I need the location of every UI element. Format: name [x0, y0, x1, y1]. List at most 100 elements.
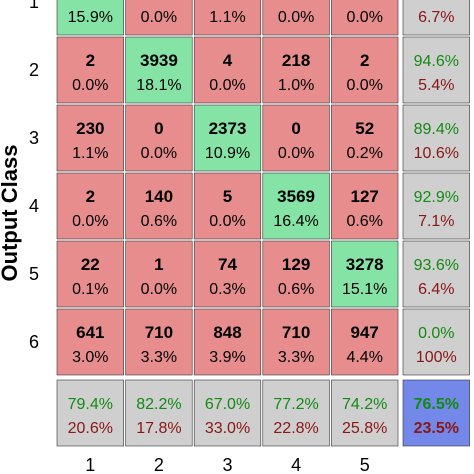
matrix-cell — [193, 308, 262, 376]
matrix-cell — [125, 36, 193, 104]
matrix-cell — [331, 240, 399, 308]
cell-percent-label: 0.0% — [209, 213, 245, 230]
cell-percent-label: 1.1% — [72, 145, 108, 162]
row-tick-label: 6 — [29, 332, 39, 352]
cell-percent-label: 0.2% — [346, 145, 382, 162]
row-tick-label: 2 — [29, 60, 39, 80]
matrix-cell — [262, 36, 330, 104]
row-error-label: 7.1% — [418, 213, 454, 230]
matrix-cell — [56, 36, 124, 104]
matrix-cell — [331, 36, 399, 104]
column-summary-cell — [125, 379, 193, 447]
cell-percent-label: 0.3% — [209, 281, 245, 298]
matrix-cell — [193, 104, 262, 172]
matrix-cell — [56, 172, 124, 240]
cell-percent-label: 16.4% — [273, 213, 318, 230]
cell-percent-label: 15.9% — [68, 9, 113, 26]
matrix-cell — [193, 36, 262, 104]
overall-accuracy-cell — [402, 379, 470, 447]
cell-count-label: 5 — [223, 187, 232, 206]
row-error-label: 100% — [416, 349, 457, 366]
cell-count-label: 2 — [86, 187, 95, 206]
cell-percent-label: 0.6% — [346, 213, 382, 230]
cell-percent-label: 3.3% — [141, 349, 177, 366]
cell-count-label: 4 — [223, 51, 233, 70]
cell-percent-label: 0.6% — [141, 213, 177, 230]
cell-percent-label: 0.6% — [278, 281, 314, 298]
cell-percent-label: 0.0% — [72, 77, 108, 94]
column-tick-label: 4 — [291, 455, 301, 474]
column-error-label: 22.8% — [273, 420, 318, 437]
matrix-cell — [262, 104, 330, 172]
matrix-cell — [125, 104, 193, 172]
row-precision-label: 89.4% — [414, 121, 459, 138]
cell-count-label: 710 — [145, 323, 173, 342]
matrix-cell — [331, 308, 399, 376]
matrix-cell — [262, 172, 330, 240]
row-summary-cell — [402, 0, 470, 36]
matrix-cell — [125, 308, 193, 376]
row-summary-cell — [402, 104, 470, 172]
cell-percent-label: 3.3% — [278, 349, 314, 366]
row-summary-cell — [402, 308, 470, 376]
cell-percent-label: 1.0% — [278, 77, 314, 94]
row-tick-label: 5 — [29, 264, 39, 284]
overall-accuracy-label: 76.5% — [414, 396, 459, 413]
column-tick-label: 1 — [85, 455, 95, 474]
cell-count-label: 848 — [213, 323, 241, 342]
cell-percent-label: 0.0% — [141, 9, 177, 26]
column-error-label: 33.0% — [205, 420, 250, 437]
row-summary-cell — [402, 172, 470, 240]
cell-percent-label: 0.0% — [278, 9, 314, 26]
row-summary-cell — [402, 240, 470, 308]
matrix-cell — [331, 0, 399, 36]
row-precision-label: 0.0% — [418, 325, 454, 342]
row-precision-label: 94.6% — [414, 53, 459, 70]
cell-count-label: 1 — [154, 255, 163, 274]
column-tick-label: 3 — [222, 455, 232, 474]
column-tick-label: 5 — [360, 455, 370, 474]
column-error-label: 25.8% — [342, 420, 387, 437]
matrix-cell — [331, 104, 399, 172]
row-error-label: 6.4% — [418, 281, 454, 298]
cell-count-label: 3569 — [277, 187, 315, 206]
row-precision-label: 92.9% — [414, 189, 459, 206]
cell-percent-label: 10.9% — [205, 145, 250, 162]
cell-percent-label: 0.0% — [141, 281, 177, 298]
cell-count-label: 947 — [351, 323, 379, 342]
cell-count-label: 641 — [76, 323, 104, 342]
matrix-cell — [331, 172, 399, 240]
cell-percent-label: 0.0% — [346, 77, 382, 94]
cell-percent-label: 1.1% — [209, 9, 245, 26]
cell-percent-label: 0.0% — [209, 77, 245, 94]
column-recall-label: 74.2% — [342, 396, 387, 413]
matrix-cell — [56, 240, 124, 308]
matrix-cell — [193, 0, 262, 36]
row-summary-cell — [402, 36, 470, 104]
cell-count-label: 129 — [282, 255, 310, 274]
cell-percent-label: 0.1% — [72, 281, 108, 298]
column-summary-cell — [56, 379, 124, 447]
row-precision-label: 93.6% — [414, 257, 459, 274]
cell-count-label: 2373 — [209, 119, 247, 138]
matrix-cell — [193, 172, 262, 240]
column-recall-label: 77.2% — [273, 396, 318, 413]
cell-count-label: 218 — [282, 51, 310, 70]
column-tick-label: 2 — [154, 455, 164, 474]
row-tick-label: 3 — [29, 128, 39, 148]
matrix-cell — [125, 240, 193, 308]
cell-percent-label: 0.0% — [346, 9, 382, 26]
matrix-cell — [262, 240, 330, 308]
cell-count-label: 127 — [351, 187, 379, 206]
row-error-label: 10.6% — [414, 145, 459, 162]
cell-count-label: 52 — [355, 119, 374, 138]
matrix-cell — [56, 104, 124, 172]
cell-percent-label: 18.1% — [136, 77, 181, 94]
column-summary-cell — [193, 379, 262, 447]
column-error-label: 20.6% — [68, 420, 113, 437]
cell-count-label: 22 — [81, 255, 100, 274]
matrix-cell — [56, 0, 124, 36]
cell-count-label: 140 — [145, 187, 173, 206]
cell-count-label: 2 — [360, 51, 369, 70]
cell-count-label: 74 — [218, 255, 237, 274]
